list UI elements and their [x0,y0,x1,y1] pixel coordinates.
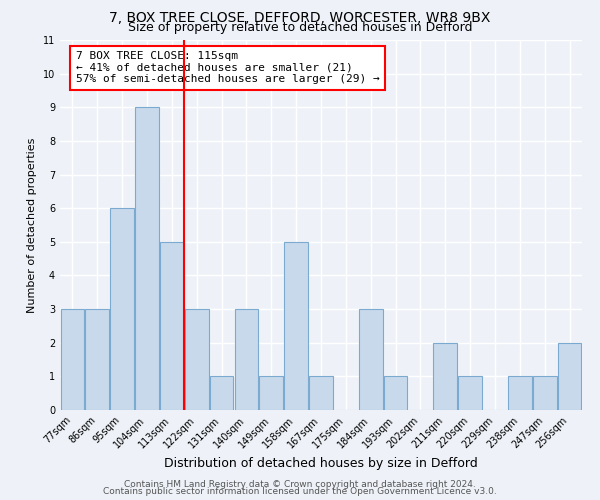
Text: 7, BOX TREE CLOSE, DEFFORD, WORCESTER, WR8 9BX: 7, BOX TREE CLOSE, DEFFORD, WORCESTER, W… [109,11,491,25]
Bar [508,376,532,410]
Bar [61,309,84,410]
Bar [533,376,557,410]
Bar [135,108,159,410]
Bar [458,376,482,410]
Bar [85,309,109,410]
Bar [309,376,333,410]
Bar [433,342,457,410]
Bar [160,242,184,410]
Bar [235,309,258,410]
Text: Size of property relative to detached houses in Defford: Size of property relative to detached ho… [128,21,472,34]
Bar [210,376,233,410]
Bar [384,376,407,410]
Text: 7 BOX TREE CLOSE: 115sqm
← 41% of detached houses are smaller (21)
57% of semi-d: 7 BOX TREE CLOSE: 115sqm ← 41% of detach… [76,51,379,84]
Bar [359,309,383,410]
Text: Contains HM Land Registry data © Crown copyright and database right 2024.: Contains HM Land Registry data © Crown c… [124,480,476,489]
Bar [284,242,308,410]
Y-axis label: Number of detached properties: Number of detached properties [28,138,37,312]
Bar [558,342,581,410]
Bar [259,376,283,410]
Bar [185,309,209,410]
X-axis label: Distribution of detached houses by size in Defford: Distribution of detached houses by size … [164,456,478,469]
Bar [110,208,134,410]
Text: Contains public sector information licensed under the Open Government Licence v3: Contains public sector information licen… [103,487,497,496]
